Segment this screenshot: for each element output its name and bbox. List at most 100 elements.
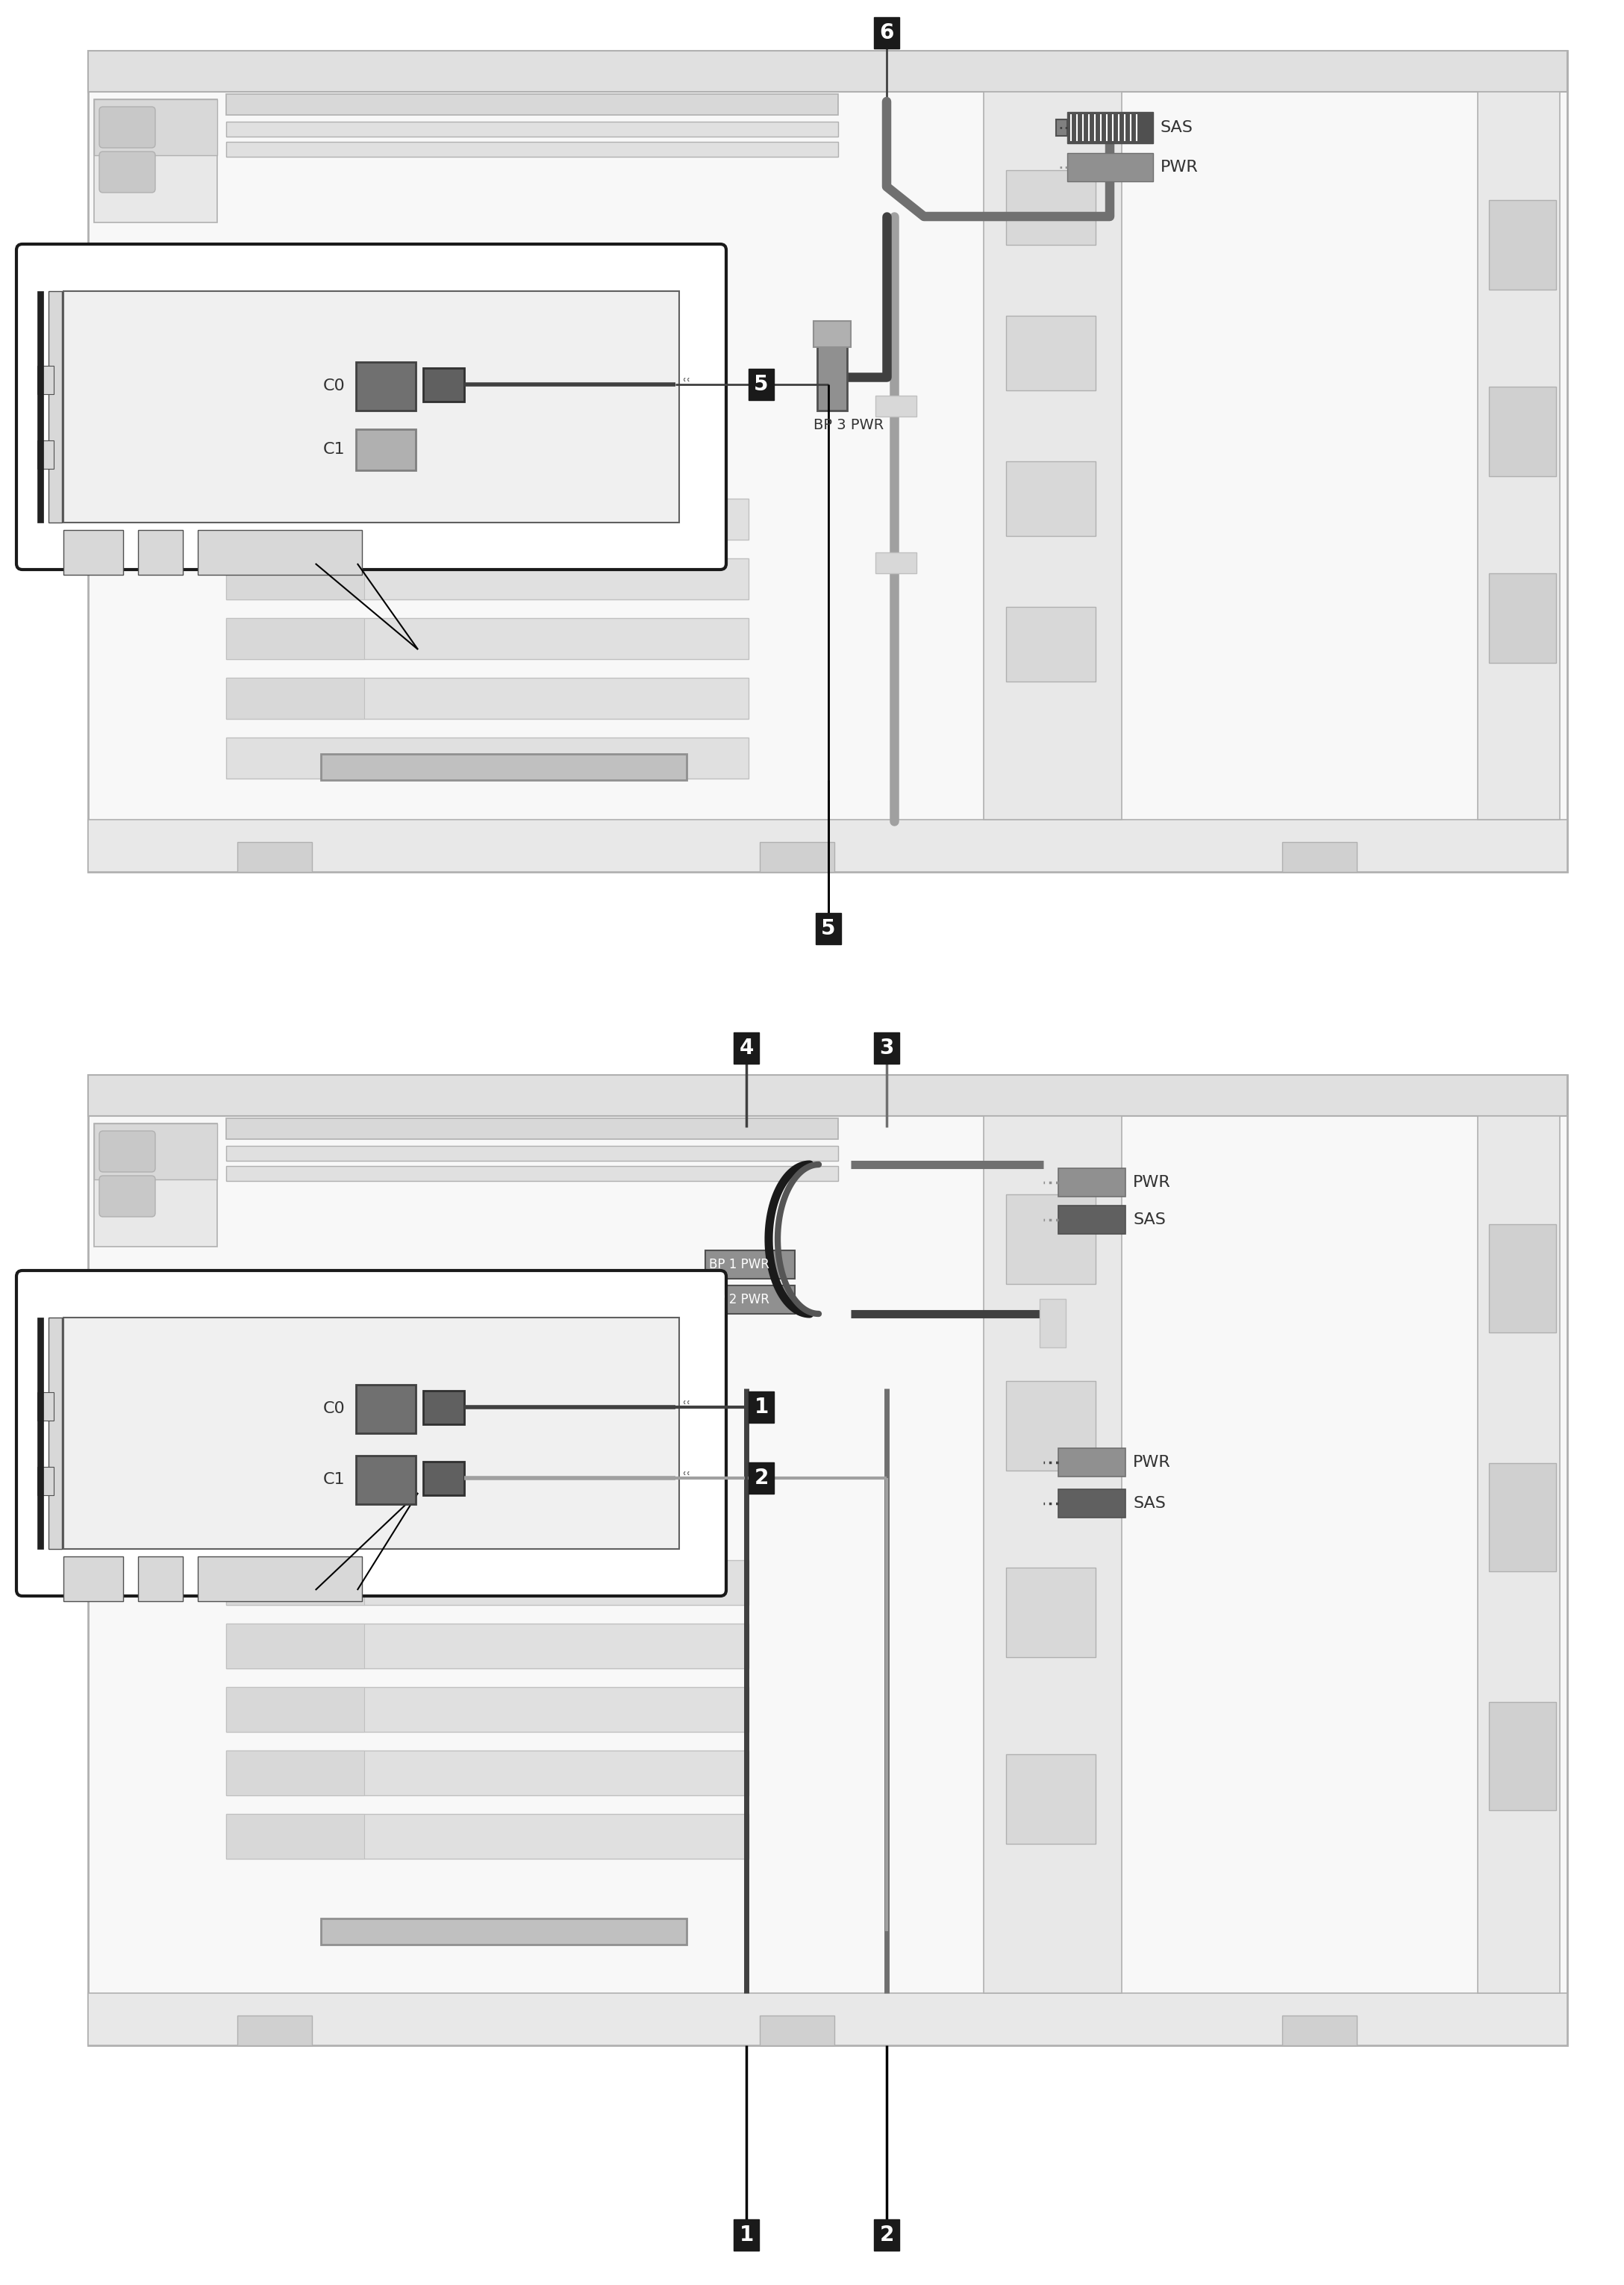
Text: 4: 4 [739,1037,754,1058]
Bar [226,617,749,658]
Text: ʿʿ: ʿʿ [682,1472,690,1485]
Bar [356,1385,416,1433]
Bar [226,679,749,720]
Bar [226,1814,364,1858]
Bar [1489,1225,1556,1332]
Bar [814,320,851,347]
Bar [37,1467,54,1494]
Bar [1005,1568,1096,1657]
Text: ʿʿ: ʿʿ [682,377,690,391]
FancyBboxPatch shape [99,1131,156,1172]
Bar [1039,1298,1065,1348]
Bar [226,1814,749,1858]
Text: PWR: PWR [1134,1456,1171,1469]
Bar [760,843,835,873]
Bar [1067,112,1153,144]
Bar [1489,574,1556,663]
Bar [1489,1462,1556,1572]
Bar [705,1250,794,1280]
Bar [356,1456,416,1504]
Bar [226,1117,838,1140]
Text: C1: C1 [323,1472,344,1488]
Bar [356,430,416,471]
Bar [760,2015,835,2045]
Bar [226,142,838,158]
Bar [1478,1115,1559,1993]
Bar [198,530,362,576]
Bar [1478,91,1559,820]
Bar [226,1750,749,1796]
FancyBboxPatch shape [99,107,156,149]
Bar [424,368,464,402]
Bar [88,820,1567,873]
Bar [1005,315,1096,391]
Bar [1005,1195,1096,1284]
Bar [1056,119,1067,135]
Bar [63,1556,123,1602]
Bar [875,395,916,416]
Bar [1059,1206,1125,1234]
Bar [226,121,838,137]
Bar [226,1750,364,1796]
Bar [138,530,184,576]
Bar [1489,1702,1556,1810]
Bar [322,754,687,779]
Bar [63,1318,679,1549]
FancyBboxPatch shape [99,151,156,192]
Bar [94,98,218,155]
Bar [88,1993,1567,2045]
Bar [1005,169,1096,244]
Bar [226,1145,838,1161]
Text: PWR: PWR [1134,1174,1171,1190]
Text: PWR: PWR [1161,160,1199,174]
Bar [226,558,749,599]
Bar [88,1074,1567,1115]
Bar [1005,1380,1096,1472]
Bar [424,1392,464,1424]
Bar [226,738,749,779]
FancyBboxPatch shape [16,1270,726,1595]
Text: 2: 2 [754,1467,768,1488]
Bar [1005,1755,1096,1844]
Bar [424,1462,464,1494]
Bar [37,1392,54,1421]
Bar [1059,1490,1125,1517]
Bar [226,1561,364,1604]
Text: BP 1 PWR: BP 1 PWR [710,1257,770,1270]
Bar [1489,201,1556,290]
Bar [49,290,62,523]
Bar [1005,608,1096,681]
Text: 1: 1 [754,1396,768,1417]
Bar [63,530,123,576]
Bar [88,1074,1567,2045]
Text: 6: 6 [880,23,893,43]
Bar [226,498,364,539]
Text: SAS: SAS [1134,1213,1166,1227]
Text: BP 3 PWR: BP 3 PWR [814,418,883,432]
Text: SAS: SAS [1134,1497,1166,1510]
Bar [94,1124,218,1248]
Bar [705,1286,794,1314]
Bar [1005,462,1096,537]
Text: 1: 1 [739,2226,754,2246]
Bar [226,679,364,720]
Bar [138,1556,184,1602]
Bar [1059,1168,1125,1197]
Bar [226,1625,364,1668]
Bar [226,1561,749,1604]
Bar [88,50,1567,91]
Bar [984,91,1122,820]
Bar [226,1165,838,1181]
Bar [226,498,749,539]
Text: 5: 5 [822,919,836,939]
Text: 2: 2 [880,2226,893,2246]
Text: C0: C0 [323,1401,344,1417]
Bar [37,1318,44,1549]
Bar [237,2015,312,2045]
Bar [226,558,364,599]
Bar [226,1686,364,1732]
Bar [226,1625,749,1668]
Bar [817,343,848,411]
Bar [1059,1449,1125,1476]
Bar [37,366,54,393]
